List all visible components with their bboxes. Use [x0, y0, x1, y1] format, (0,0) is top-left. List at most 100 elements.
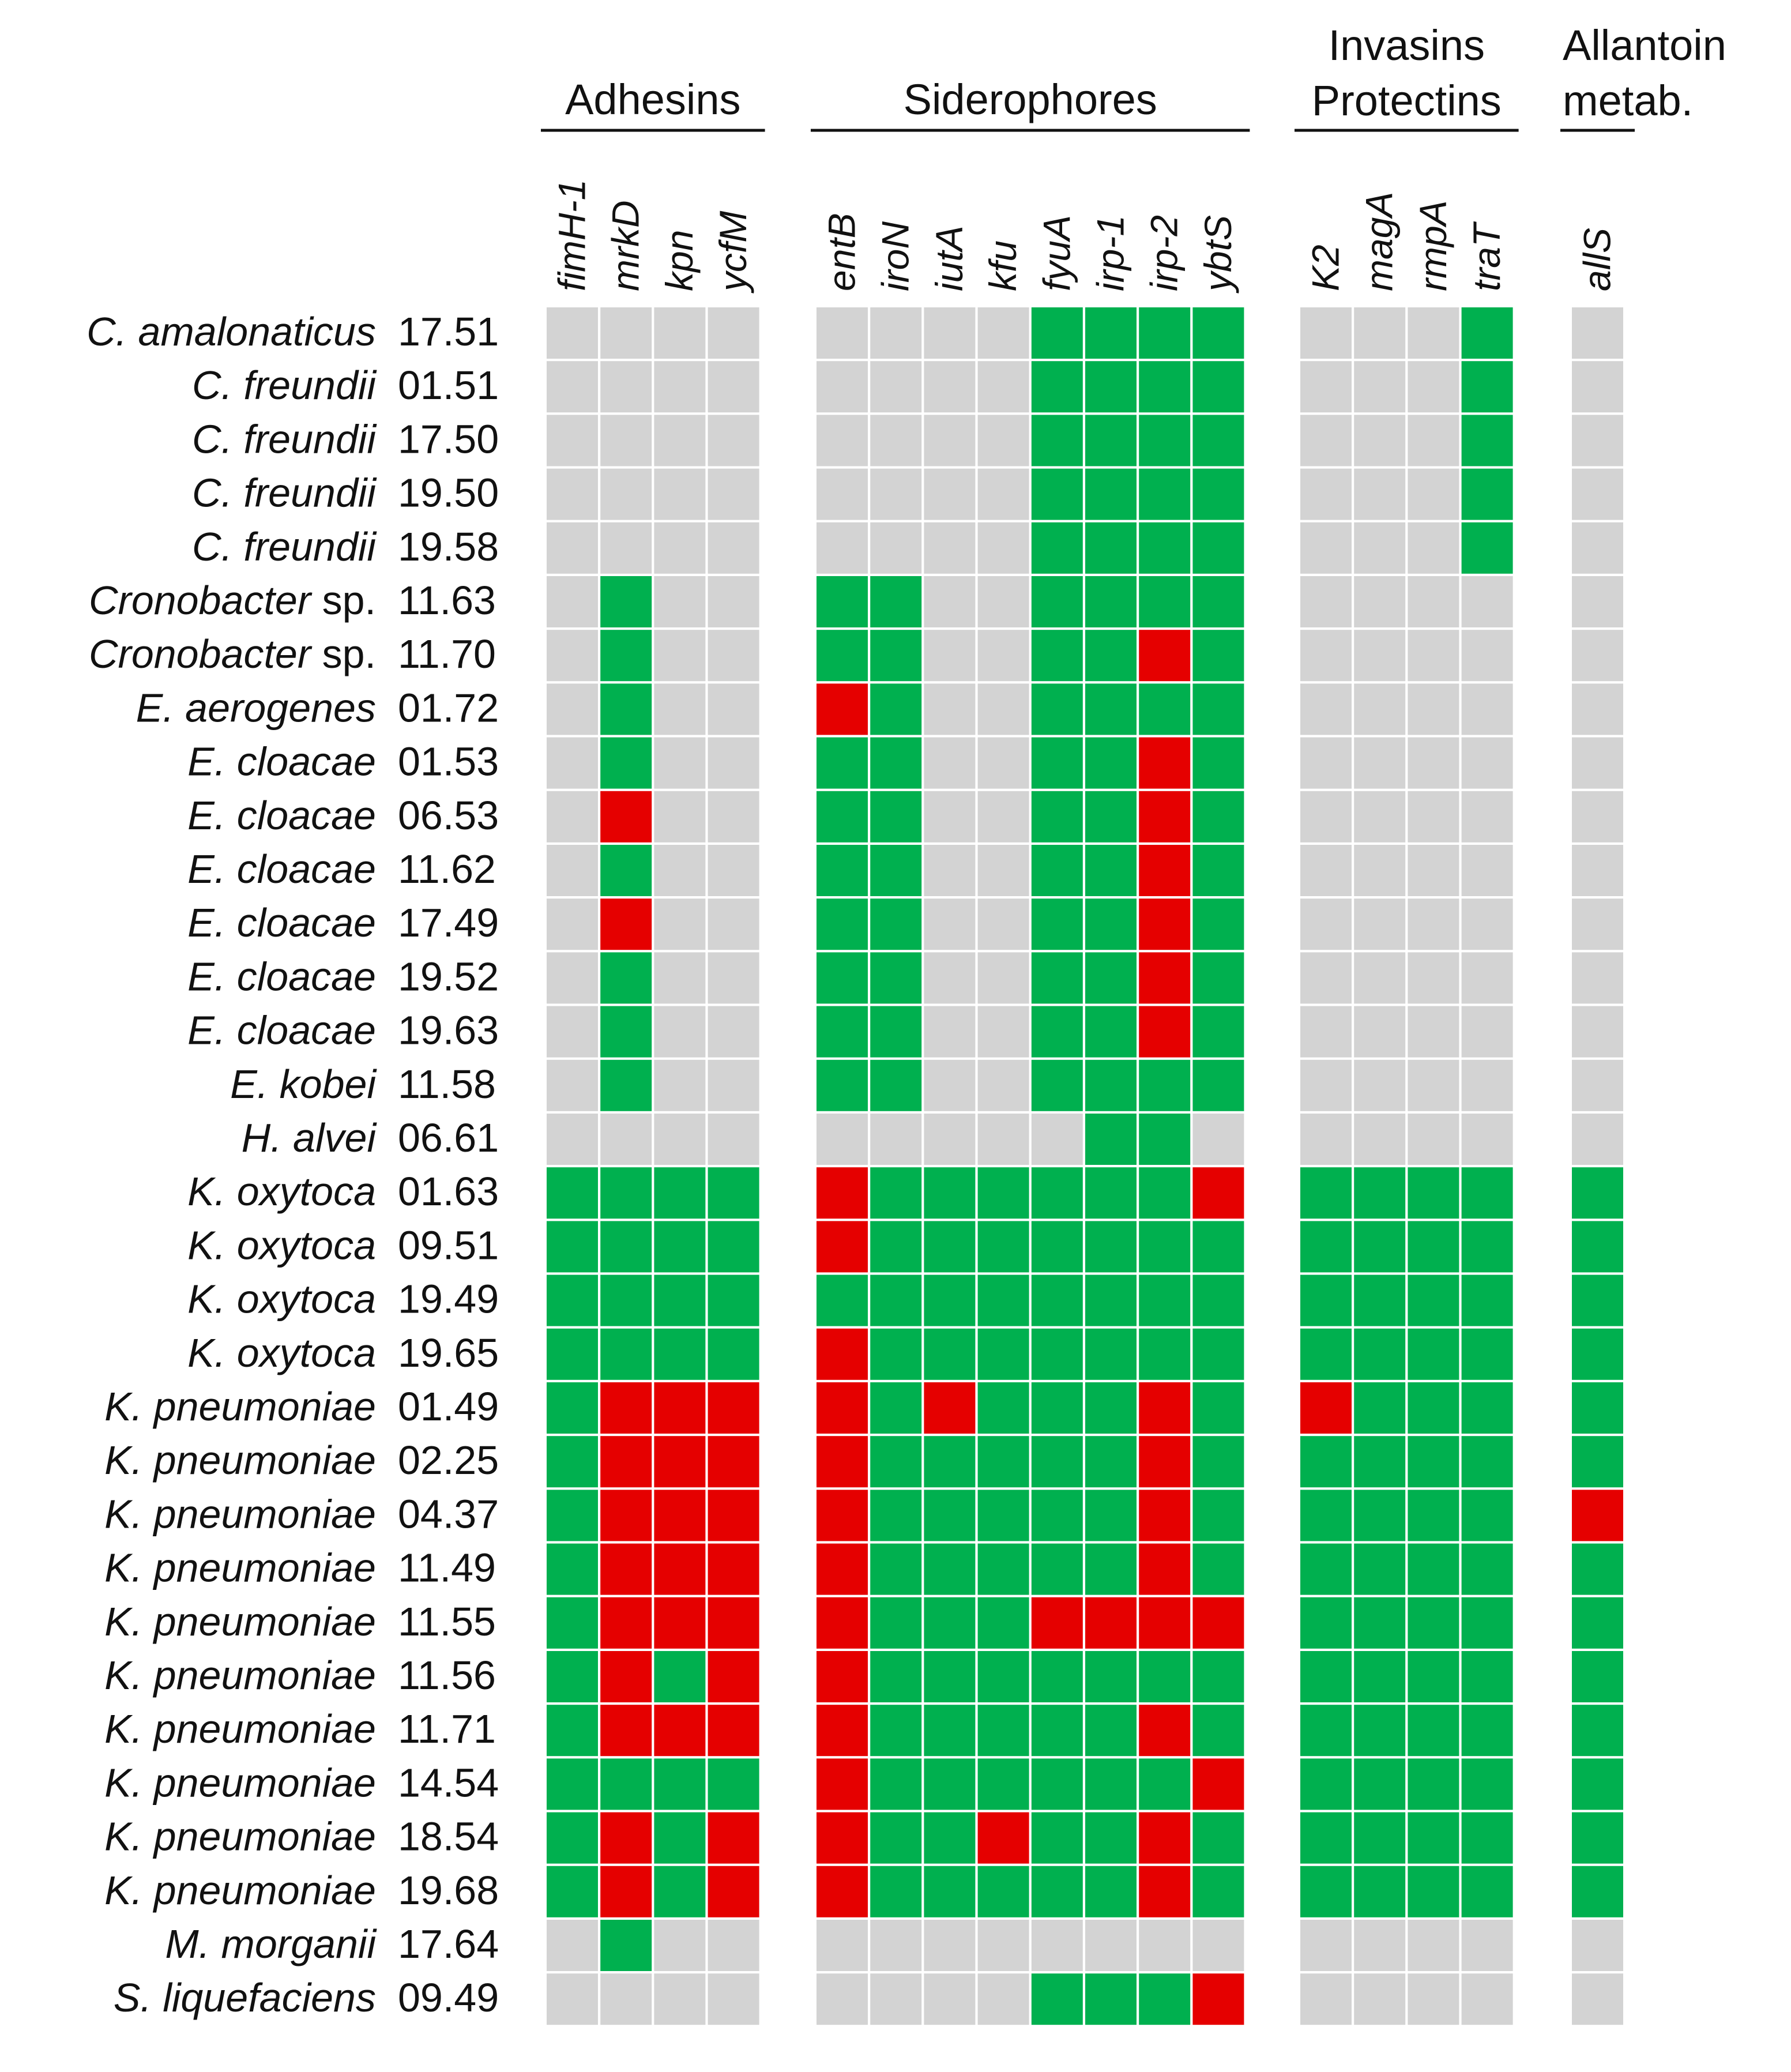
cell-r11-c16: [1461, 845, 1513, 896]
cell-r30-c3: [654, 1866, 706, 1917]
cell-r29-c7: [924, 1812, 976, 1864]
cell-r11-c9: [1031, 845, 1083, 896]
cell-r29-c2: [600, 1812, 652, 1864]
row-species-label: K. pneumoniae: [104, 1438, 376, 1483]
cell-r2-c2: [600, 361, 652, 413]
cell-r15-c14: [1354, 1059, 1406, 1111]
cell-r7-c14: [1354, 630, 1406, 682]
cell-r11-c6: [870, 845, 922, 896]
cell-r4-c4: [708, 468, 759, 520]
row-isolate-label: 19.49: [398, 1277, 499, 1322]
gene-label-irp-1: irp-1: [1089, 215, 1132, 291]
cell-r28-c7: [924, 1758, 976, 1810]
cell-r5-c3: [654, 522, 706, 574]
cell-r25-c15: [1408, 1597, 1459, 1649]
row-species-label: K. oxytoca: [187, 1169, 376, 1214]
cell-r6-c12: [1192, 576, 1244, 627]
cell-r32-c7: [924, 1973, 976, 2025]
cell-r28-c13: [1300, 1758, 1352, 1810]
cell-r21-c8: [977, 1382, 1029, 1434]
cell-r4-c9: [1031, 468, 1083, 520]
cell-r32-c14: [1354, 1973, 1406, 2025]
cell-r32-c9: [1031, 1973, 1083, 2025]
cell-r20-c1: [547, 1328, 598, 1380]
cell-r26-c6: [870, 1651, 922, 1702]
cell-r7-c1: [547, 630, 598, 682]
cell-r29-c16: [1461, 1812, 1513, 1864]
cell-r17-c8: [977, 1167, 1029, 1219]
cell-r6-c16: [1461, 576, 1513, 627]
cell-r28-c10: [1085, 1758, 1137, 1810]
cell-r4-c5: [817, 468, 868, 520]
cell-r16-c12: [1192, 1114, 1244, 1165]
cell-r20-c13: [1300, 1328, 1352, 1380]
cell-r9-c12: [1192, 737, 1244, 789]
cell-r16-c3: [654, 1114, 706, 1165]
cell-r9-c14: [1354, 737, 1406, 789]
cell-r20-c4: [708, 1328, 759, 1380]
row-species-label: K. oxytoca: [187, 1330, 376, 1375]
cell-r4-c3: [654, 468, 706, 520]
cell-r14-c7: [924, 1006, 976, 1058]
cell-r15-c17: [1572, 1059, 1623, 1111]
cell-r12-c3: [654, 898, 706, 950]
cell-r1-c10: [1085, 307, 1137, 359]
cell-r7-c9: [1031, 630, 1083, 682]
cell-r20-c12: [1192, 1328, 1244, 1380]
cell-r16-c17: [1572, 1114, 1623, 1165]
row-species-label: E. aerogenes: [136, 685, 376, 730]
row-species-label: E. kobei: [230, 1062, 377, 1107]
cell-r32-c13: [1300, 1973, 1352, 2025]
cell-r27-c9: [1031, 1705, 1083, 1757]
cell-r9-c7: [924, 737, 976, 789]
cell-r23-c16: [1461, 1490, 1513, 1541]
cell-r30-c1: [547, 1866, 598, 1917]
cell-r6-c14: [1354, 576, 1406, 627]
cell-r13-c15: [1408, 952, 1459, 1004]
cell-r17-c4: [708, 1167, 759, 1219]
cell-r31-c5: [817, 1920, 868, 1971]
cell-r10-c4: [708, 791, 759, 843]
cell-r21-c7: [924, 1382, 976, 1434]
cell-r11-c1: [547, 845, 598, 896]
cell-r7-c17: [1572, 630, 1623, 682]
cell-r15-c7: [924, 1059, 976, 1111]
cell-r19-c13: [1300, 1274, 1352, 1326]
cell-r6-c8: [977, 576, 1029, 627]
cell-r13-c1: [547, 952, 598, 1004]
row-species-label: K. oxytoca: [187, 1277, 376, 1322]
cell-r13-c10: [1085, 952, 1137, 1004]
cell-r28-c17: [1572, 1758, 1623, 1810]
cell-r25-c7: [924, 1597, 976, 1649]
cell-r30-c12: [1192, 1866, 1244, 1917]
cell-r1-c7: [924, 307, 976, 359]
cell-r8-c14: [1354, 683, 1406, 735]
cell-r26-c4: [708, 1651, 759, 1702]
row-isolate-label: 06.61: [398, 1115, 499, 1160]
cell-r31-c9: [1031, 1920, 1083, 1971]
cell-r13-c16: [1461, 952, 1513, 1004]
cell-r12-c5: [817, 898, 868, 950]
cell-r17-c6: [870, 1167, 922, 1219]
cell-r32-c3: [654, 1973, 706, 2025]
cell-r11-c10: [1085, 845, 1137, 896]
cell-r3-c1: [547, 415, 598, 467]
cell-r13-c5: [817, 952, 868, 1004]
gene-label-k2: K2: [1304, 245, 1347, 291]
cell-r18-c3: [654, 1221, 706, 1273]
cell-r32-c1: [547, 1973, 598, 2025]
cell-r29-c4: [708, 1812, 759, 1864]
cell-r8-c12: [1192, 683, 1244, 735]
cell-r27-c13: [1300, 1705, 1352, 1757]
cell-r29-c13: [1300, 1812, 1352, 1864]
cell-r30-c4: [708, 1866, 759, 1917]
cell-r11-c15: [1408, 845, 1459, 896]
cell-r17-c1: [547, 1167, 598, 1219]
row-isolate-label: 01.72: [398, 685, 499, 730]
cell-r27-c4: [708, 1705, 759, 1757]
cell-r30-c6: [870, 1866, 922, 1917]
cell-r11-c7: [924, 845, 976, 896]
cell-r28-c3: [654, 1758, 706, 1810]
cell-r19-c8: [977, 1274, 1029, 1326]
